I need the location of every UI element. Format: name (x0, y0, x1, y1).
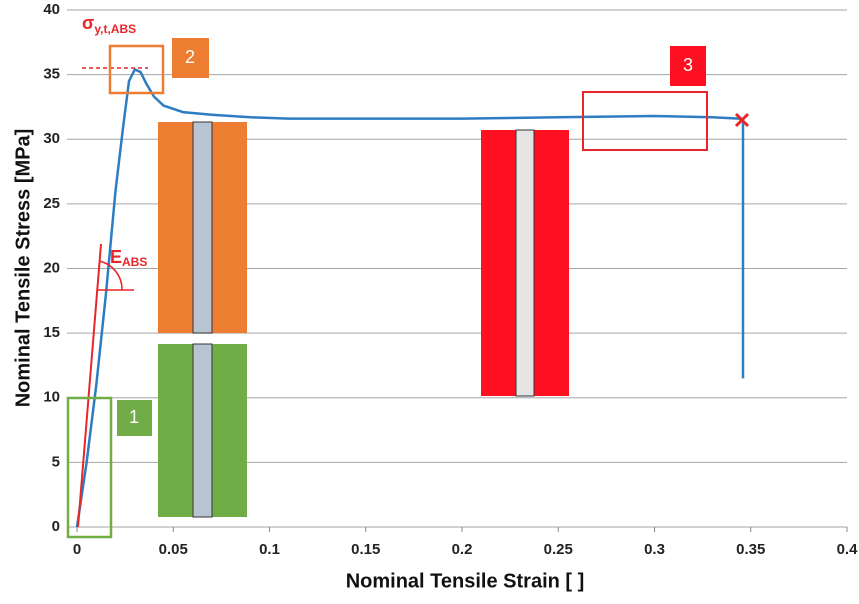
y-axis-label: Nominal Tensile Stress [MPa] (12, 129, 34, 408)
specimen-strip (193, 344, 212, 517)
x-tick-label: 0.1 (259, 541, 280, 558)
y-tick-label: 0 (52, 518, 60, 535)
yield-symbol: σ (82, 13, 94, 33)
y-tick-label: 15 (43, 324, 60, 341)
x-tick-label: 0.4 (837, 541, 859, 558)
region-label: 3 (683, 55, 693, 75)
specimen-strip (516, 130, 534, 396)
yield-label: σy,t,ABS (82, 13, 136, 36)
region-label: 2 (185, 47, 195, 67)
x-tick-label: 0.35 (736, 541, 765, 558)
x-tick-label: 0.15 (351, 541, 380, 558)
y-tick-label: 5 (52, 453, 60, 470)
x-tick-label: 0.05 (159, 541, 188, 558)
region-label: 1 (129, 407, 139, 427)
modulus-line (78, 244, 101, 527)
modulus-symbol: E (110, 247, 122, 267)
y-tick-label: 40 (43, 1, 60, 18)
y-tick-label: 30 (43, 130, 60, 147)
yield-sub: y,t,ABS (94, 22, 136, 36)
x-tick-label: 0.25 (544, 541, 573, 558)
modulus-label: EABS (110, 247, 147, 269)
y-tick-label: 25 (43, 195, 60, 212)
y-tick-label: 35 (43, 66, 60, 83)
x-tick-label: 0 (73, 541, 81, 558)
x-tick-label: 0.2 (452, 541, 473, 558)
y-tick-label: 20 (43, 259, 60, 276)
region-box-1 (68, 398, 111, 537)
x-axis-label: Nominal Tensile Strain [ ] (346, 570, 585, 592)
x-tick-label: 0.3 (644, 541, 665, 558)
region-box-3 (583, 92, 707, 150)
chart: 0 5 10 15 20 25 30 35 40 0 0.05 0.1 0.15 0.2 0.25 0.3 0.… (0, 0, 859, 599)
specimen-strip (193, 122, 212, 333)
page: 0 5 10 15 20 25 30 35 40 0 0.05 0.1 0.15 0.2 0.25 0.3 0.… (0, 0, 859, 604)
modulus-sub: ABS (122, 255, 147, 269)
y-tick-label: 10 (43, 389, 60, 406)
